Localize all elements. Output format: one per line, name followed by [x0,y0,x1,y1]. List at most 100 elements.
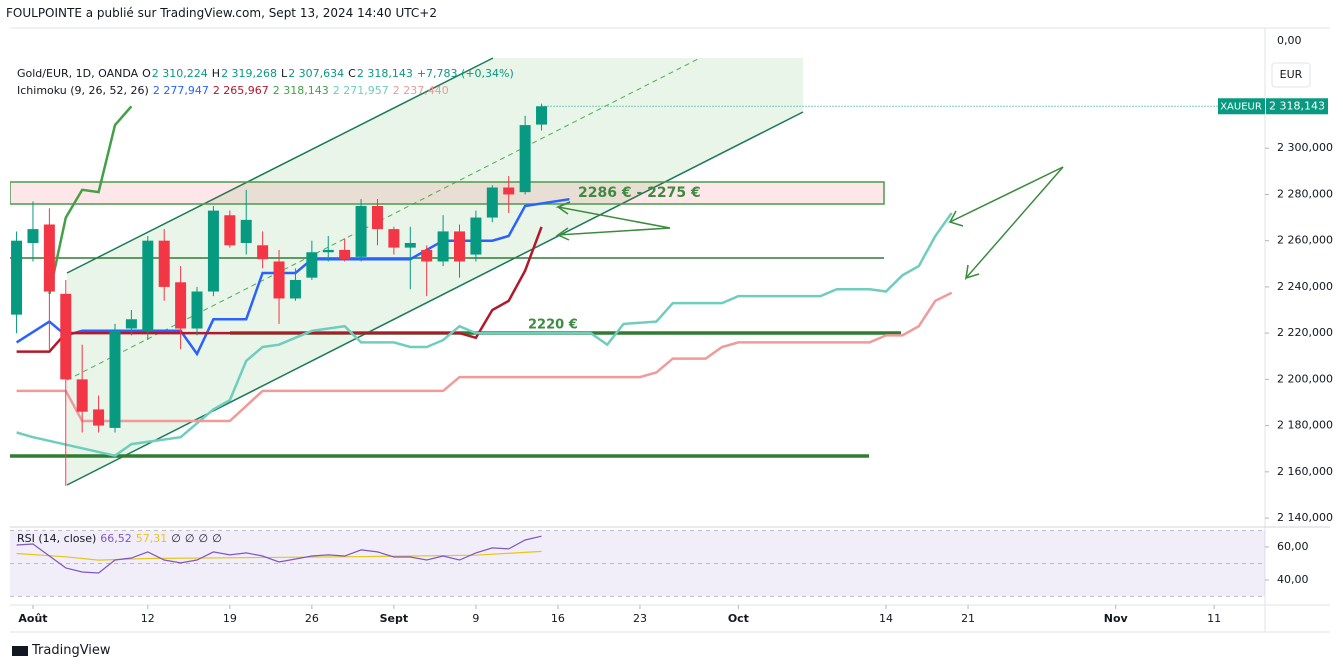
symbol: Gold/EUR, 1D, OANDA [17,67,139,80]
rsi-value: 66,52 [100,532,132,545]
candle-body [257,245,269,260]
candle-body [191,291,203,329]
x-tick-label: 16 [551,612,565,625]
indicator-value: 2 237,440 [392,84,449,97]
rsi-title: RSI (14, close) [17,532,97,545]
currency: EUR [1280,68,1303,81]
na-value: ∅ [212,532,222,545]
candle-body [175,282,187,329]
x-tick-label: 23 [633,612,647,625]
indicator-value: 2 271,957 [332,84,389,97]
candle-body [125,319,137,329]
ichimoku-line [48,105,133,295]
indicator-legend: Ichimoku (9, 26, 52, 26) 2 277,947 2 265,9… [17,84,453,97]
candle-body [486,187,498,218]
na-value: ∅ [198,532,209,545]
candle-body [27,229,39,243]
x-tick-label: Sept [380,612,409,625]
indicator-value: 2 277,947 [152,84,209,97]
ohlc-value: 2 307,634 [288,67,345,80]
arrow-head [557,201,571,208]
indicator-value: 2 265,967 [212,84,269,97]
na-value: ∅ [184,532,195,545]
currency-box [1271,62,1311,88]
candle-body [11,240,23,315]
y-tick-label: 2 240,000 [1277,280,1333,293]
candle-body [109,330,121,428]
na-value: ∅ [171,532,181,545]
candle-body [224,215,236,246]
channel-upper [66,57,494,274]
x-tick-label: 21 [961,612,975,625]
y-tick-label: 2 220,000 [1277,326,1333,339]
x-tick-label: 19 [223,612,237,625]
indicator-value: 2 318,143 [272,84,329,97]
candle-body [207,210,219,292]
candle-body [339,249,351,260]
candle-body [421,249,433,262]
y-tick-label: 2 140,000 [1277,511,1333,524]
x-tick-label: 9 [472,612,479,625]
candle-body [454,231,466,262]
candle-body [371,205,383,230]
candle-body [93,409,105,426]
ohlc-key: H [211,67,221,80]
y-tick-label: 2 300,000 [1277,141,1333,154]
channel-mid [66,57,701,381]
arrow-head [557,234,570,241]
candle-body [355,205,367,257]
ichimoku-line [16,212,953,458]
brand: TradingView [12,643,115,658]
ohlc-value: 2 310,224 [151,67,208,80]
ichimoku-line [16,291,953,423]
rsi-y-tick-label: 40,00 [1277,573,1309,586]
tag-symbol: XAUEUR [1220,101,1262,112]
ohlc-key: L [281,67,288,80]
y-tick-label: 2 180,000 [1277,419,1333,432]
rsi-line [16,535,542,574]
channel-fill [67,58,803,485]
tag-price-box [1266,98,1328,115]
channel-lower [66,111,804,486]
arrow [964,166,1064,281]
rsi-y-tick-label: 60,00 [1277,540,1309,553]
candle-body [142,240,154,331]
x-tick-label: 26 [305,612,319,625]
x-tick-label: Nov [1104,612,1129,625]
symbol-legend: Gold/EUR, 1D, OANDA O2 310,224 H2 319,268 L… [17,67,518,80]
candle-body [306,252,318,278]
y-tick-label: 2 200,000 [1277,372,1333,385]
ohlc-key: O [142,67,151,80]
rsi-line [16,550,542,561]
x-tick-label: 14 [879,612,893,625]
main-pane [10,57,1265,486]
candle-body [437,231,449,262]
candle-body [273,261,285,299]
candle-body [240,219,252,243]
x-tick-label: 11 [1207,612,1221,625]
y-tick-label: 2 280,000 [1277,187,1333,200]
candle-body [388,229,400,248]
rsi-value: 57,31 [135,532,168,545]
zone-label: 2286 € - 2275 € [578,185,701,201]
attribution: FOULPOINTE a publié sur TradingView.com,… [6,6,437,20]
candle-body [60,293,72,380]
logo [12,645,28,656]
y-tick-label: 2 260,000 [1277,234,1333,247]
tag-symbol-box [1218,98,1265,115]
candle-body [322,249,334,253]
arrow-head [557,206,569,215]
rsi-pane: 60,00 40,00 [10,529,1309,597]
change: +7,783 (+0,34%) [416,67,514,80]
top-scale-label: 0,00 [1277,34,1302,47]
ohlc-value: 2 319,268 [221,67,278,80]
y-tick-label: 2 160,000 [1277,465,1333,478]
candle-body [503,187,515,195]
ohlc-key: C [348,67,356,80]
arrow [947,166,1064,227]
candle-body [519,125,531,193]
x-tick-label: Oct [728,612,749,625]
candle-body [76,379,88,412]
